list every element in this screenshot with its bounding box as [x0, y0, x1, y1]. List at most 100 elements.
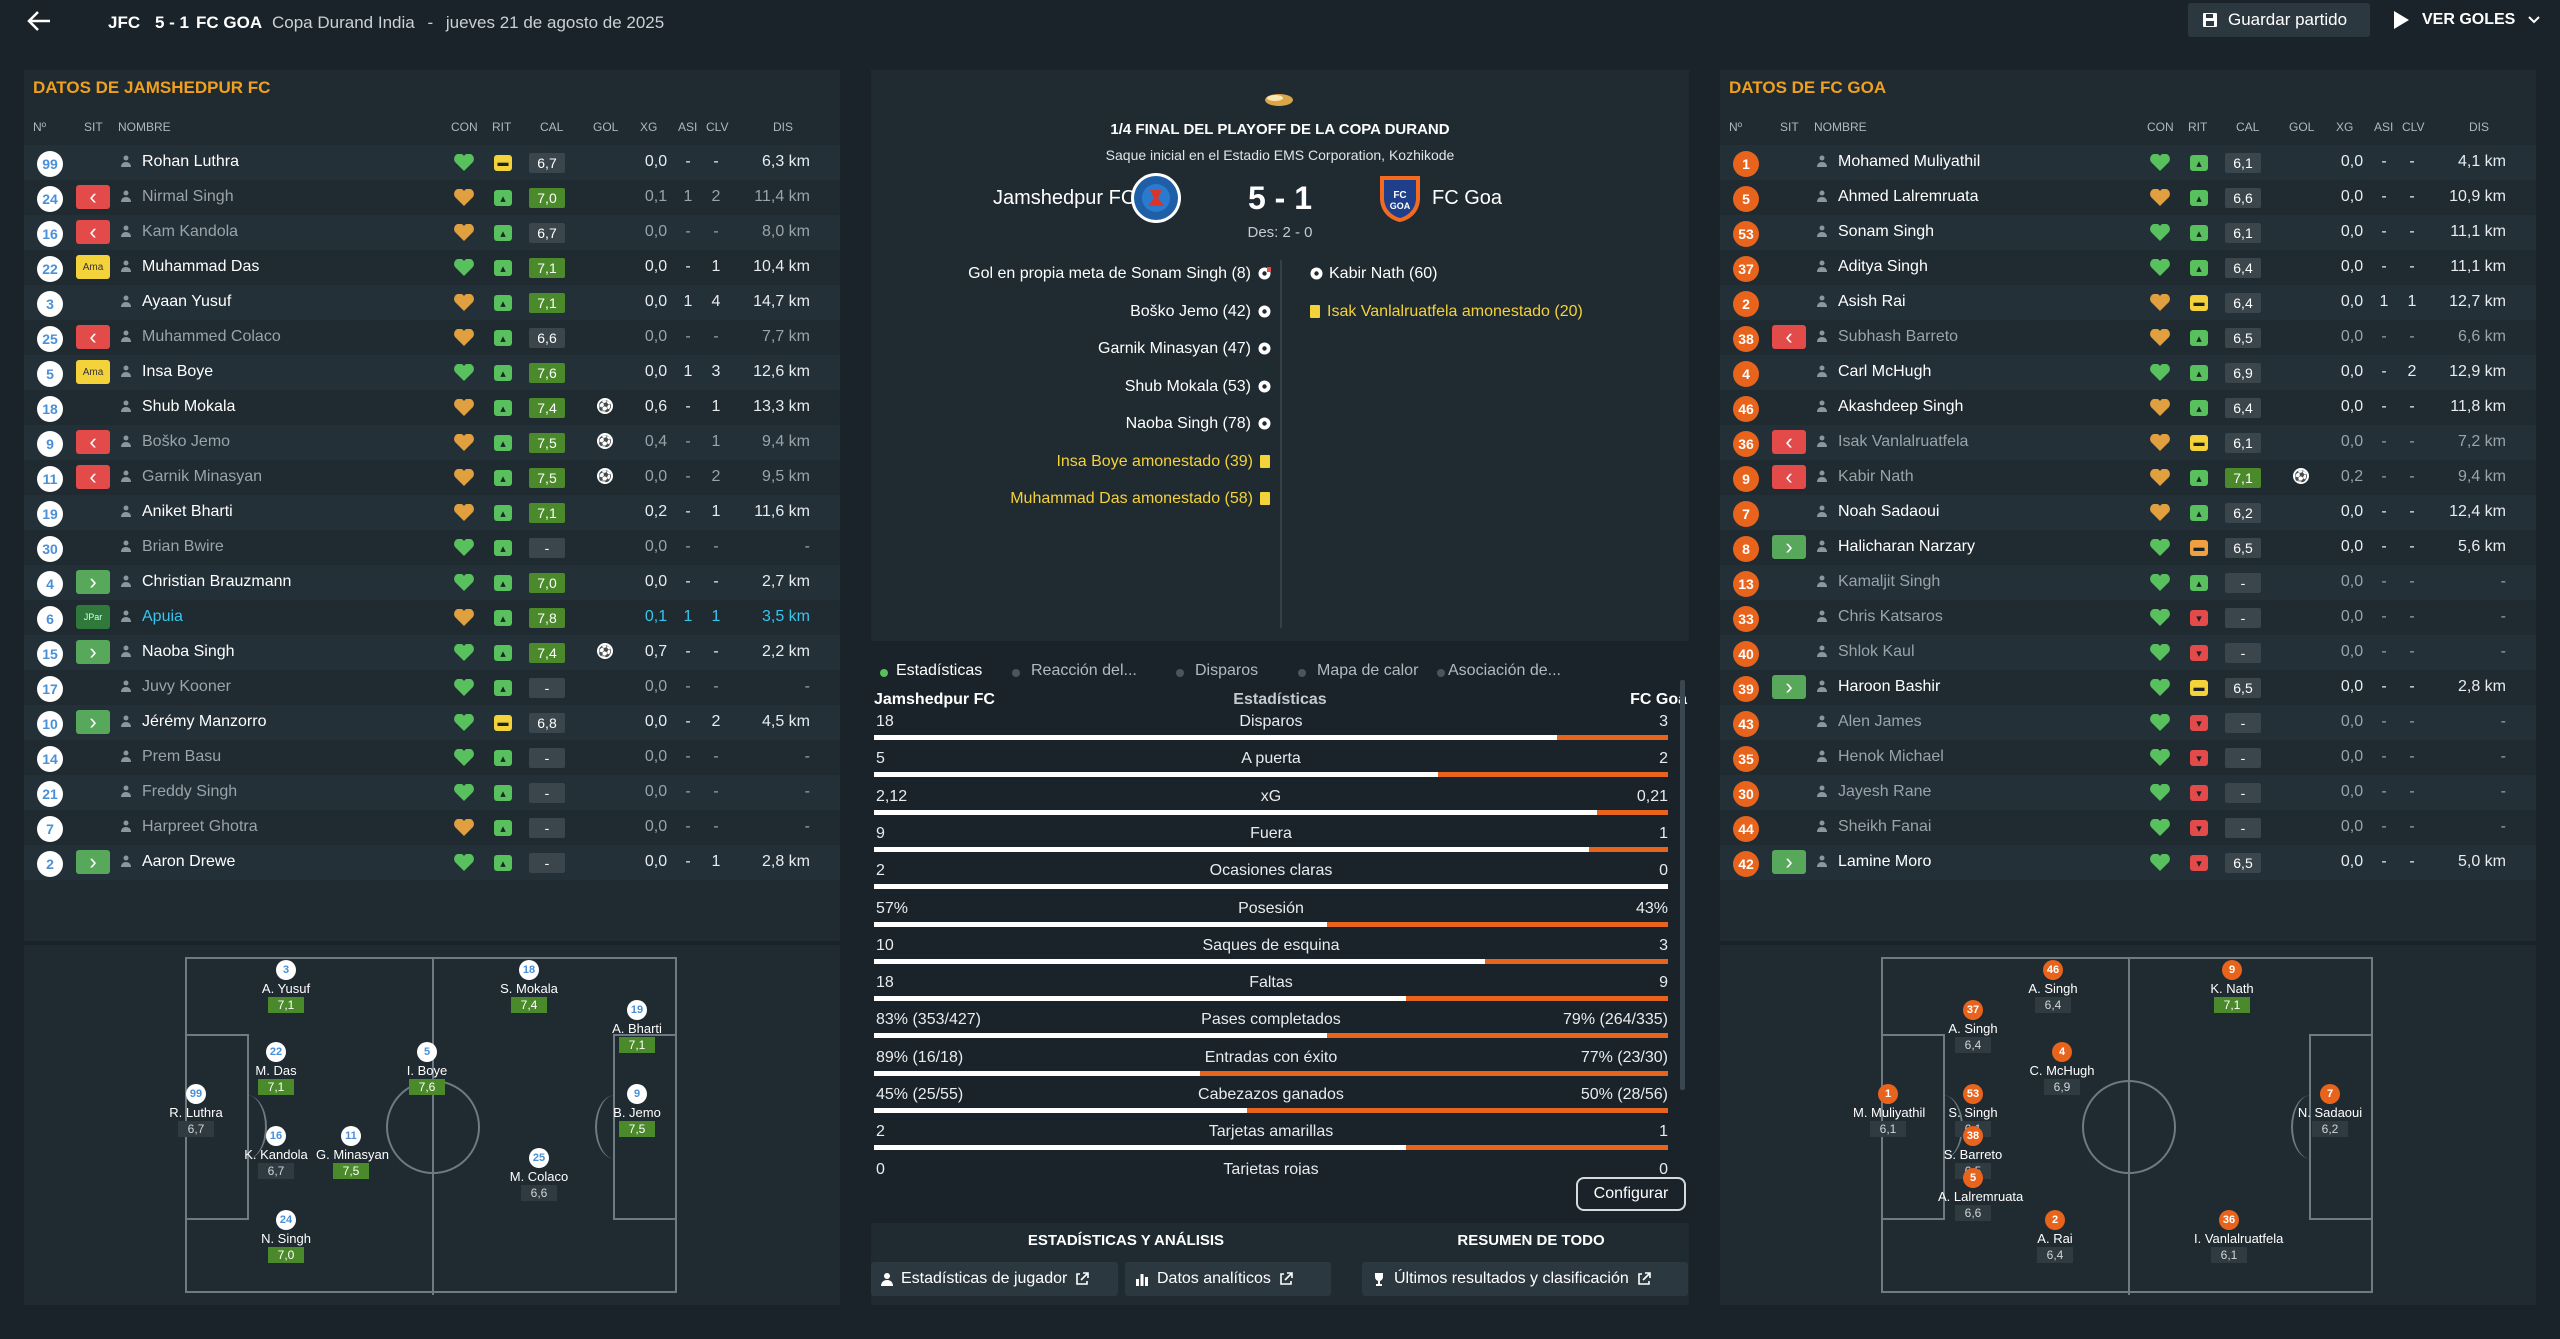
back-arrow-icon[interactable] [26, 8, 56, 36]
col-gol[interactable]: GOL [2289, 120, 2315, 134]
col-clv[interactable]: CLV [2402, 120, 2425, 134]
player-name[interactable]: Asish Rai [1838, 293, 1906, 310]
player-row[interactable]: 10 › Jérémy Manzorro ▬ 6,8 0,0- 2 4,5 km [24, 705, 840, 740]
player-name[interactable]: Freddy Singh [142, 783, 238, 800]
tab-reaccion[interactable]: Reacción del... [1031, 662, 1137, 679]
col-dis[interactable]: DIS [2469, 120, 2490, 134]
player-row[interactable]: 15 › Naoba Singh ▴ 7,4 ⚽ 0,7- -2,2 km [24, 635, 840, 670]
col-xg[interactable]: XG [2336, 120, 2354, 134]
tab-mapa-de-calor[interactable]: Mapa de calor [1317, 662, 1419, 679]
player-name[interactable]: Naoba Singh [142, 643, 235, 660]
col-cal[interactable]: CAL [540, 120, 564, 134]
col-dis[interactable]: DIS [773, 120, 794, 134]
pitch-player-marker[interactable]: 2 A. Rai 6,4 [2020, 1210, 2090, 1263]
col-name[interactable]: NOMBRE [1814, 120, 1867, 134]
player-name[interactable]: Akashdeep Singh [1838, 398, 1964, 415]
player-name[interactable]: Shlok Kaul [1838, 643, 1915, 660]
player-name[interactable]: Mohamed Muliyathil [1838, 153, 1981, 170]
player-row[interactable]: 33 Chris Katsaros ▾ -0,0- - - [1720, 600, 2536, 635]
player-name[interactable]: Jérémy Manzorro [142, 713, 267, 730]
player-name[interactable]: Aniket Bharti [142, 503, 233, 520]
player-name[interactable]: Haroon Bashir [1838, 678, 1941, 695]
player-name[interactable]: Carl McHugh [1838, 363, 1932, 380]
player-name[interactable]: Nirmal Singh [142, 188, 234, 205]
player-name[interactable]: Muhammed Colaco [142, 328, 281, 345]
col-con[interactable]: CON [451, 120, 478, 134]
player-row[interactable]: 6 JPar Apuia ▴ 7,8 0,1 1 1 3,5 km [24, 600, 840, 635]
player-name[interactable]: Isak Vanlalruatfela [1838, 433, 1969, 450]
player-name[interactable]: Lamine Moro [1838, 853, 1932, 870]
player-name[interactable]: Alen James [1838, 713, 1922, 730]
col-asi[interactable]: ASI [2374, 120, 2394, 134]
col-gol[interactable]: GOL [593, 120, 619, 134]
pitch-player-marker[interactable]: 3 A. Yusuf 7,1 [251, 960, 321, 1013]
pitch-player-marker[interactable]: 5 I. Boye 7,6 [392, 1042, 462, 1095]
player-row[interactable]: 16 ‹ Kam Kandola ▴ 6,7 0,0- -8,0 km [24, 215, 840, 250]
col-rit[interactable]: RIT [2188, 120, 2208, 134]
player-stats-button[interactable]: Estadísticas de jugador [871, 1262, 1118, 1296]
configure-button[interactable]: Configurar [1576, 1177, 1686, 1211]
player-name[interactable]: Kabir Nath [1838, 468, 1914, 485]
player-row[interactable]: 5 Ahmed Lalremruata ▴ 6,6 0,0- -10,9 km [1720, 180, 2536, 215]
pitch-player-marker[interactable]: 5 A. Lalremruata 6,6 [1938, 1168, 2023, 1221]
pitch-player-marker[interactable]: 36 I. Vanlalruatfela 6,1 [2194, 1210, 2283, 1263]
player-row[interactable]: 21 Freddy Singh ▴ -0,0- - - [24, 775, 840, 810]
player-row[interactable]: 43 Alen James ▾ -0,0- - - [1720, 705, 2536, 740]
tab-estadisticas[interactable]: Estadísticas [896, 662, 983, 679]
pitch-player-marker[interactable]: 24 N. Singh 7,0 [251, 1210, 321, 1263]
tab-asociacion[interactable]: Asociación de... [1448, 662, 1561, 679]
player-row[interactable]: 36 ‹ Isak Vanlalruatfela ▬ 6,1 0,0- -7,2 km [1720, 425, 2536, 460]
player-name[interactable]: Rohan Luthra [142, 153, 239, 170]
results-button[interactable]: Últimos resultados y clasificación [1362, 1262, 1688, 1296]
player-name[interactable]: Kamaljit Singh [1838, 573, 1941, 590]
player-row[interactable]: 2 Asish Rai ▬ 6,4 0,0 1 1 12,7 km [1720, 285, 2536, 320]
player-row[interactable]: 8 › Halicharan Narzary ▬ 6,5 0,0- -5,6 km [1720, 530, 2536, 565]
player-row[interactable]: 7 Noah Sadaoui ▴ 6,2 0,0- -12,4 km [1720, 495, 2536, 530]
player-name[interactable]: Prem Basu [142, 748, 222, 765]
player-name[interactable]: Harpreet Ghotra [142, 818, 258, 835]
away-team-name[interactable]: FC Goa [1432, 187, 1503, 209]
player-row[interactable]: 4 › Christian Brauzmann ▴ 7,0 0,0- -2,7 km [24, 565, 840, 600]
player-row[interactable]: 5 Ama Insa Boye ▴ 7,6 0,0 1 3 12,6 km [24, 355, 840, 390]
pitch-player-marker[interactable]: 4 C. McHugh 6,9 [2027, 1042, 2097, 1095]
player-row[interactable]: 99 Rohan Luthra ▬ 6,7 0,0- -6,3 km [24, 145, 840, 180]
pitch-player-marker[interactable]: 9 K. Nath 7,1 [2197, 960, 2267, 1013]
player-name[interactable]: Sonam Singh [1838, 223, 1935, 240]
col-rit[interactable]: RIT [492, 120, 512, 134]
pitch-player-marker[interactable]: 99 R. Luthra 6,7 [161, 1084, 231, 1137]
player-name[interactable]: Ahmed Lalremruata [1838, 188, 1979, 205]
player-row[interactable]: 14 Prem Basu ▴ -0,0- - - [24, 740, 840, 775]
player-row[interactable]: 40 Shlok Kaul ▾ -0,0- - - [1720, 635, 2536, 670]
player-row[interactable]: 46 Akashdeep Singh ▴ 6,4 0,0- -11,8 km [1720, 390, 2536, 425]
player-row[interactable]: 2 › Aaron Drewe ▴ -0,0-1 2,8 km [24, 845, 840, 880]
pitch-player-marker[interactable]: 22 M. Das 7,1 [241, 1042, 311, 1095]
player-row[interactable]: 7 Harpreet Ghotra ▴ -0,0- - - [24, 810, 840, 845]
player-row[interactable]: 30 Brian Bwire ▴ -0,0- - - [24, 530, 840, 565]
chevron-down-icon[interactable] [2527, 15, 2541, 25]
tab-disparos[interactable]: Disparos [1195, 662, 1259, 679]
player-row[interactable]: 22 Ama Muhammad Das ▴ 7,1 0,0- 1 10,4 km [24, 250, 840, 285]
player-row[interactable]: 19 Aniket Bharti ▴ 7,1 0,2- 1 11,6 km [24, 495, 840, 530]
player-name[interactable]: Brian Bwire [142, 538, 224, 555]
col-clv[interactable]: CLV [706, 120, 729, 134]
col-xg[interactable]: XG [640, 120, 658, 134]
player-name[interactable]: Aditya Singh [1838, 258, 1928, 275]
player-name[interactable]: Subhash Barreto [1838, 328, 1959, 345]
pitch-player-marker[interactable]: 25 M. Colaco 6,6 [504, 1148, 574, 1201]
pitch-player-marker[interactable]: 46 A. Singh 6,4 [2018, 960, 2088, 1013]
player-name[interactable]: Jayesh Rane [1838, 783, 1932, 800]
player-row[interactable]: 1 Mohamed Muliyathil ▴ 6,1 0,0- -4,1 km [1720, 145, 2536, 180]
pitch-player-marker[interactable]: 37 A. Singh 6,4 [1938, 1000, 2008, 1053]
player-name[interactable]: Chris Katsaros [1838, 608, 1943, 625]
player-name[interactable]: Boško Jemo [142, 433, 231, 450]
player-row[interactable]: 17 Juvy Kooner ▴ -0,0- - - [24, 670, 840, 705]
pitch-player-marker[interactable]: 7 N. Sadaoui 6,2 [2295, 1084, 2365, 1137]
player-row[interactable]: 42 › Lamine Moro ▾ 6,5 0,0- -5,0 km [1720, 845, 2536, 880]
player-row[interactable]: 9 ‹ Kabir Nath ▴ 7,1 ⚽ 0,2- -9,4 km [1720, 460, 2536, 495]
player-row[interactable]: 53 Sonam Singh ▴ 6,1 0,0- -11,1 km [1720, 215, 2536, 250]
pitch-player-marker[interactable]: 9 B. Jemo 7,5 [602, 1084, 672, 1137]
home-team-name[interactable]: Jamshedpur FC [993, 187, 1136, 209]
player-row[interactable]: 4 Carl McHugh ▴ 6,9 0,0- 2 12,9 km [1720, 355, 2536, 390]
